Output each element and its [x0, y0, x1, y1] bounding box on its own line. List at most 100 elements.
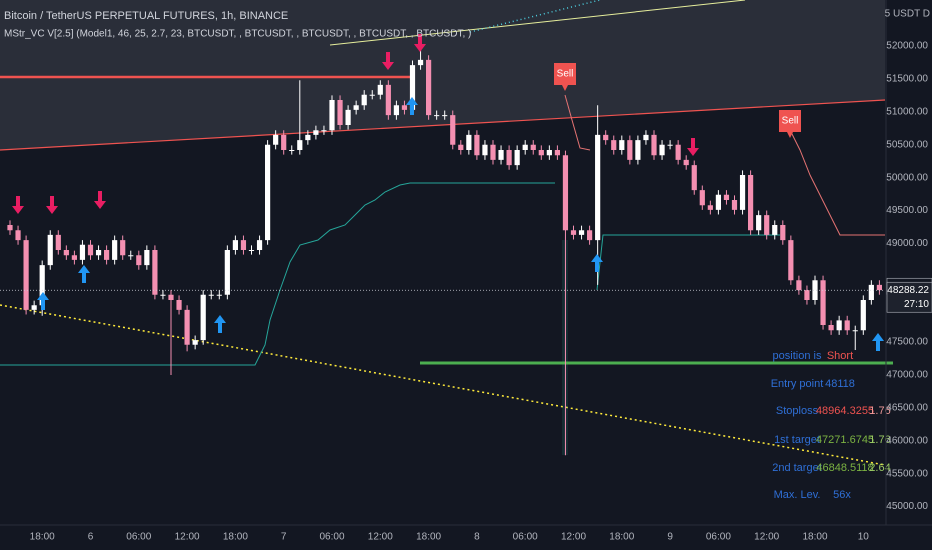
- candle-body: [369, 94, 375, 96]
- candle-body: [587, 230, 593, 241]
- sell-label: Sell: [557, 69, 574, 80]
- y-tick-label: 45000.00: [886, 501, 928, 512]
- y-tick-label: 52000.00: [886, 41, 928, 52]
- table-label: 1st target: [774, 434, 820, 446]
- up-arrow: [37, 292, 49, 310]
- candle-body: [160, 294, 166, 296]
- candle-body: [723, 194, 730, 200]
- x-tick-label: 12:00: [368, 532, 393, 543]
- candle-body: [345, 109, 351, 125]
- candle-body: [385, 84, 391, 116]
- candle-body: [506, 150, 512, 166]
- x-tick-label: 18:00: [223, 532, 248, 543]
- y-tick-label: 50000.00: [886, 172, 928, 183]
- candle-body: [23, 240, 29, 310]
- candle-body: [522, 144, 528, 150]
- down-arrow: [414, 34, 426, 52]
- candle-body: [216, 294, 222, 296]
- candle-body: [104, 250, 110, 260]
- table-ratio: 1.76: [869, 405, 890, 417]
- candle-body: [281, 134, 287, 150]
- candle-body: [562, 155, 569, 231]
- table-value: 48964.3255: [816, 405, 874, 417]
- candle-body: [232, 240, 238, 250]
- candle-body: [361, 94, 367, 106]
- stop-line: [564, 94, 591, 151]
- y-tick-label: 46500.00: [886, 403, 928, 414]
- table-label: Stoploss: [776, 405, 819, 417]
- candle-body: [788, 240, 794, 281]
- y-tick-label: 46000.00: [886, 435, 928, 446]
- candle-body: [619, 140, 625, 150]
- candle-body: [120, 240, 126, 256]
- candle-body: [273, 134, 279, 145]
- down-arrow: [382, 52, 394, 70]
- candle-body: [578, 230, 585, 235]
- candle-body: [651, 134, 657, 156]
- candle-body: [514, 150, 520, 166]
- x-tick-label: 12:00: [175, 532, 200, 543]
- table-label: Max. Lev.: [774, 489, 821, 501]
- candle-body: [289, 150, 295, 151]
- candle-body: [112, 240, 118, 260]
- candle-body: [836, 320, 842, 331]
- x-tick-label: 6: [88, 532, 94, 543]
- table-label: position is: [773, 350, 822, 362]
- candle-body: [136, 255, 142, 266]
- buy-arrows: [37, 97, 884, 351]
- sell-label: Sell: [782, 116, 799, 127]
- x-tick-label: 12:00: [754, 532, 779, 543]
- down-arrow: [687, 138, 699, 156]
- candle-body: [611, 140, 617, 150]
- y-tick-label: 47000.00: [886, 370, 928, 381]
- x-tick-label: 18:00: [802, 532, 827, 543]
- x-tick-label: 06:00: [126, 532, 151, 543]
- candle-body: [595, 134, 601, 241]
- axes: 45000.00 45500.00 46000.00 46500.00 47000.00…: [0, 41, 932, 543]
- candle-body: [321, 130, 327, 132]
- candle-body: [176, 300, 182, 310]
- up-arrow: [214, 315, 226, 333]
- stop-line: [789, 129, 885, 236]
- x-tick-label: 12:00: [561, 532, 586, 543]
- indicator-label: MStr_VC V[2.5] (Model1, 46, 25, 2.7, 23,…: [4, 29, 471, 40]
- sell-label-box: [554, 63, 576, 91]
- y-tick-label: 47500.00: [886, 337, 928, 348]
- candle-body: [603, 134, 609, 141]
- candle-body: [192, 340, 198, 345]
- candle-body: [337, 100, 343, 125]
- candle-body: [168, 294, 174, 300]
- candle-body: [546, 150, 552, 156]
- price-tag-box: [886, 281, 932, 313]
- candle-body: [184, 309, 190, 345]
- candle-body: [15, 230, 21, 241]
- candle-body: [715, 194, 721, 210]
- candle-body: [490, 144, 496, 160]
- candle-body: [305, 134, 311, 141]
- y-tick-label: 45500.00: [886, 468, 928, 479]
- candle-body: [240, 240, 247, 250]
- candle-body: [828, 325, 834, 331]
- candle-body: [265, 144, 271, 241]
- table-value: 56x: [833, 489, 851, 501]
- up-arrow: [78, 265, 90, 283]
- candle-body: [144, 250, 150, 266]
- candle-body: [707, 205, 713, 210]
- candle-body: [482, 144, 488, 156]
- price-tag: 48288.22: [887, 285, 929, 296]
- candle-body: [426, 59, 432, 116]
- plot-area: [0, 0, 893, 466]
- sell-label-box: [779, 110, 801, 138]
- candle-body: [667, 144, 673, 146]
- candle-body: [675, 144, 681, 160]
- candle-body: [313, 130, 319, 135]
- table-value: Short: [827, 350, 853, 362]
- table-label: Entry point: [771, 378, 824, 390]
- y-tick-label: 49000.00: [886, 238, 928, 249]
- candle-body: [804, 290, 810, 300]
- x-tick-label: 7: [281, 532, 287, 543]
- candle-body: [820, 280, 826, 325]
